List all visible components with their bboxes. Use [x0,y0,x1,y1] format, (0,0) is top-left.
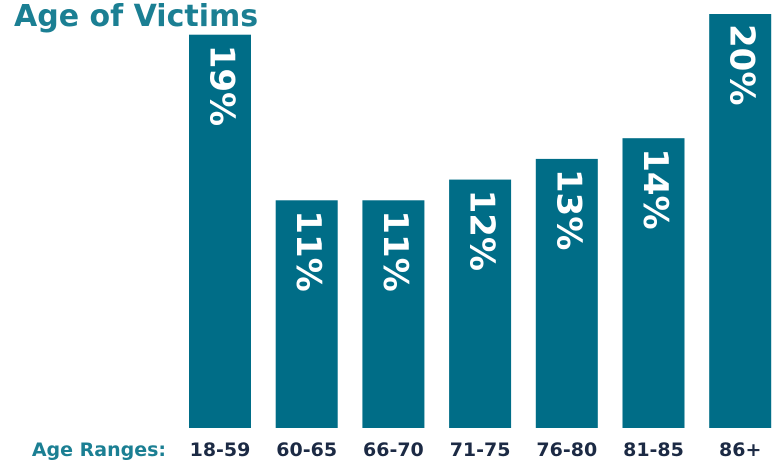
x-tick-label: 18-59 [190,439,251,461]
bar [622,138,685,428]
x-tick-label: 81-85 [623,439,684,461]
bar [535,158,598,428]
value-label: 11% [375,210,415,291]
value-label: 11% [288,210,328,291]
x-tick-label: 71-75 [450,439,511,461]
value-label: 19% [202,45,242,126]
chart-title: Age of Victims [14,0,258,34]
value-label: 13% [548,169,588,250]
x-tick-label: 76-80 [536,439,597,461]
bar [362,200,425,428]
x-tick-label: 60-65 [276,439,337,461]
x-tick-label: 66-70 [363,439,424,461]
bar [275,200,338,428]
bar [449,179,512,428]
value-label: 14% [635,148,675,229]
bar [189,34,251,428]
value-label: 20% [722,24,762,105]
x-axis-label: Age Ranges: [32,439,166,461]
value-label: 12% [462,190,502,271]
x-tick-label: 86+ [719,439,761,461]
bar [709,14,772,428]
